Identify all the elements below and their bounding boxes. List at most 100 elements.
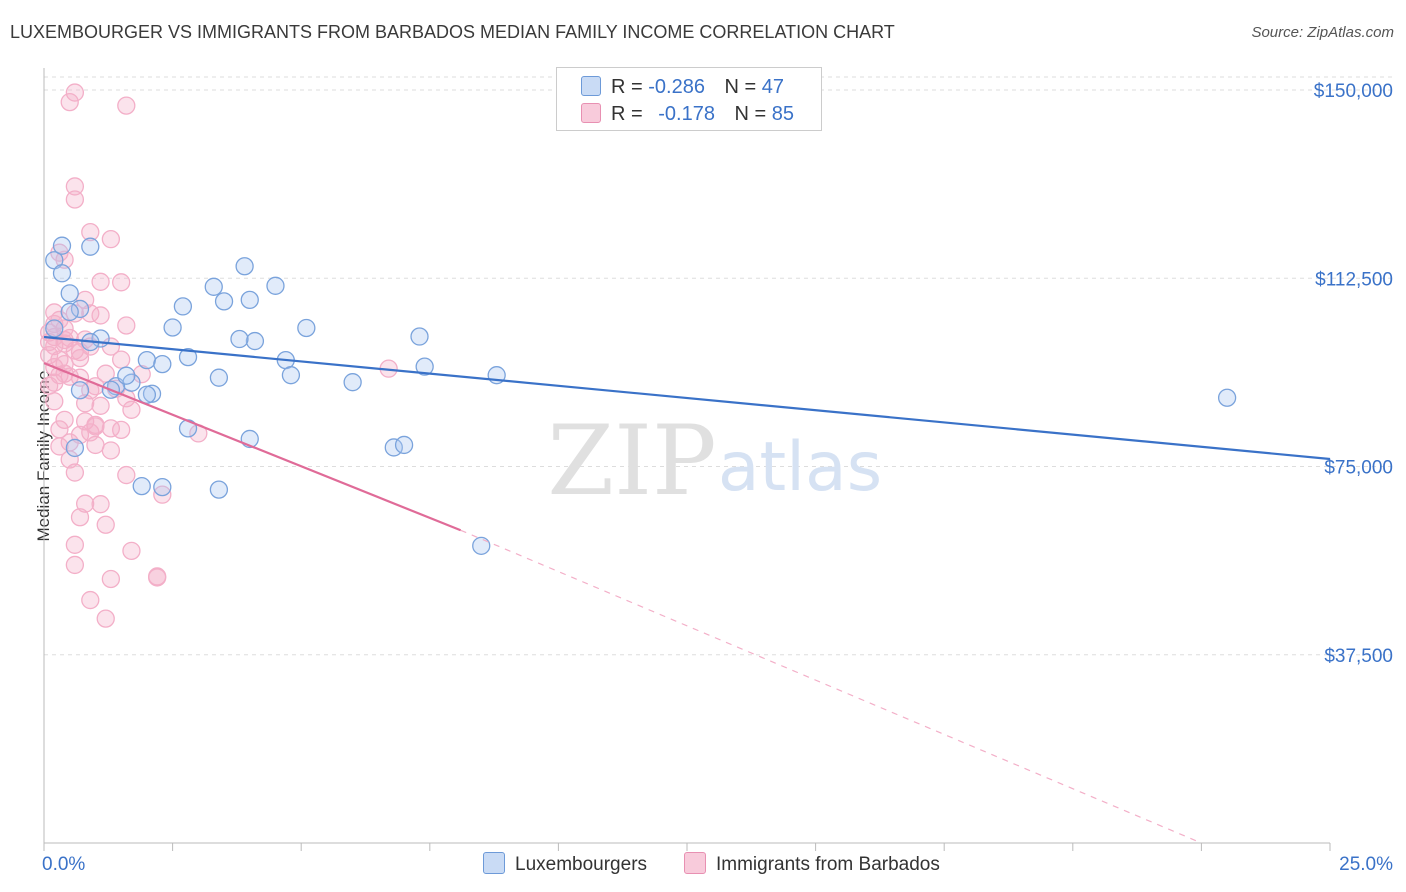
point-luxembourger: [415, 357, 434, 376]
point-luxembourger: [65, 438, 85, 458]
point-barbados: [76, 290, 95, 310]
point-barbados: [76, 412, 95, 431]
legend-n-label: N =: [734, 103, 767, 125]
legend-r-label: R =: [611, 76, 643, 98]
bottom-legend-label: Immigrants from Barbados: [716, 854, 940, 875]
point-luxembourger: [81, 237, 100, 256]
bottom-legend-swatch-pink: [684, 852, 706, 874]
x-tick-label-min: 0.0%: [42, 854, 85, 875]
point-barbados: [55, 250, 74, 269]
grid-lines: [44, 76, 1396, 656]
series-luxembourgers-points: [45, 236, 1237, 555]
point-barbados: [117, 465, 136, 485]
point-luxembourger: [45, 319, 64, 338]
point-barbados: [86, 435, 105, 455]
legend-row-barbados: R = -0.178 N = 85: [581, 103, 794, 126]
trend-lines: [43, 335, 1331, 844]
trend-line-barbados: [43, 362, 462, 532]
point-barbados: [81, 222, 100, 242]
point-barbados: [96, 609, 115, 628]
point-barbados: [65, 83, 85, 102]
watermark-zip: ZIP: [547, 405, 716, 517]
legend-row-luxembourgers: R = -0.286 N = 47: [581, 76, 784, 99]
point-luxembourger: [153, 477, 172, 497]
trend-line-barbados-extrapolated: [460, 529, 1202, 844]
point-luxembourger: [60, 302, 79, 322]
point-barbados: [101, 229, 121, 249]
point-barbados: [81, 590, 100, 610]
point-luxembourger: [132, 476, 151, 496]
y-tick-label: $37,500: [1324, 646, 1393, 667]
point-barbados: [65, 177, 85, 196]
y-tick-label: $112,500: [1315, 269, 1393, 290]
legend-n-value: 85: [771, 103, 795, 125]
point-luxembourger: [178, 347, 198, 367]
point-barbados: [96, 515, 115, 534]
point-luxembourger: [173, 297, 193, 316]
point-barbados: [60, 92, 79, 112]
point-luxembourger: [163, 318, 182, 337]
point-luxembourger: [52, 264, 72, 283]
series-barbados-points: [39, 83, 398, 628]
point-luxembourger: [235, 257, 254, 276]
point-barbados: [91, 495, 110, 514]
point-luxembourger: [137, 350, 157, 370]
point-luxembourger: [52, 236, 72, 255]
point-barbados: [122, 400, 141, 419]
point-luxembourger: [245, 331, 265, 351]
point-barbados: [112, 273, 131, 292]
point-luxembourger: [60, 284, 79, 303]
point-barbados: [117, 96, 136, 115]
point-luxembourger: [266, 276, 285, 295]
point-barbados: [45, 373, 64, 392]
point-barbados: [101, 441, 121, 460]
point-luxembourger: [410, 327, 429, 346]
point-barbados: [117, 316, 136, 335]
legend: R = -0.286 N = 47 R = -0.178 N = 85: [556, 67, 822, 131]
watermark-atlas: atlas: [718, 428, 882, 507]
y-tick-label: $75,000: [1324, 458, 1393, 479]
y-tick-labels: $37,500 $75,000 $112,500 $150,000: [1314, 81, 1393, 667]
point-luxembourger: [343, 373, 362, 392]
x-tick-label-max: 25.0%: [1339, 854, 1393, 875]
legend-swatch-pink: [581, 103, 601, 123]
point-luxembourger: [297, 318, 316, 338]
point-barbados: [148, 568, 167, 587]
point-luxembourger: [70, 299, 90, 319]
point-barbados: [65, 190, 85, 209]
chart-title: LUXEMBOURGER VS IMMIGRANTS FROM BARBADOS…: [10, 22, 895, 42]
point-luxembourger: [204, 277, 223, 296]
y-tick-label: $150,000: [1314, 81, 1393, 102]
trend-line-luxembourgers: [43, 335, 1331, 461]
point-barbados: [101, 569, 121, 589]
bottom-legend-barbados: Immigrants from Barbados: [684, 852, 940, 876]
point-barbados: [76, 494, 95, 513]
point-barbados: [65, 535, 85, 554]
point-luxembourger: [117, 366, 136, 385]
point-barbados: [50, 437, 69, 456]
point-luxembourger: [230, 329, 249, 349]
legend-r-value: -0.178: [658, 103, 715, 125]
point-luxembourger: [153, 354, 172, 374]
legend-swatch-blue: [581, 76, 601, 96]
point-barbados: [91, 272, 110, 291]
point-barbados: [86, 417, 105, 436]
point-barbados: [91, 306, 110, 325]
legend-r-label: R =: [611, 103, 643, 125]
point-luxembourger: [209, 368, 229, 387]
point-barbados: [122, 541, 141, 561]
point-barbados: [70, 348, 90, 368]
point-luxembourger: [240, 290, 259, 310]
bottom-legend-label: Luxembourgers: [515, 854, 648, 875]
point-barbados: [39, 376, 59, 395]
bottom-legend-luxembourgers: Luxembourgers: [483, 852, 647, 876]
point-luxembourger: [1217, 388, 1237, 407]
point-luxembourger: [394, 435, 414, 455]
point-barbados: [112, 350, 131, 369]
point-barbados: [65, 555, 85, 575]
legend-n-value: 47: [761, 76, 785, 98]
point-luxembourger: [472, 536, 491, 555]
point-luxembourger: [137, 385, 157, 404]
point-barbados: [39, 345, 59, 365]
